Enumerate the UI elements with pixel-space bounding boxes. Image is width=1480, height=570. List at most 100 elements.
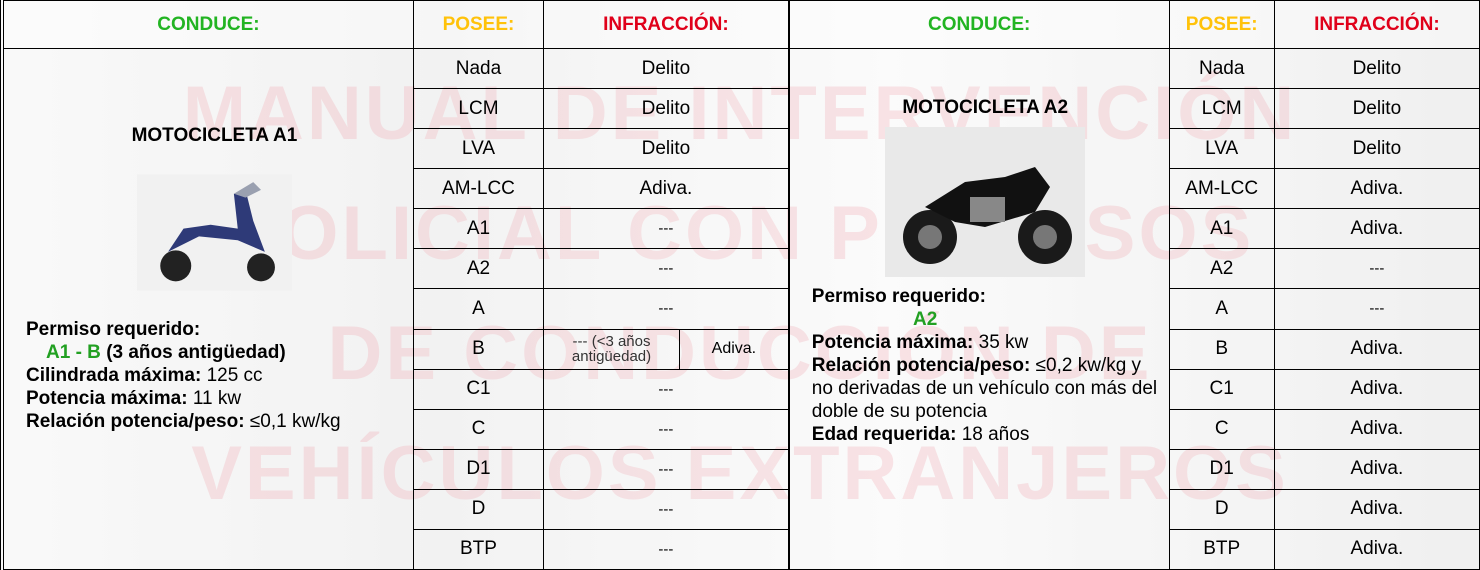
posee-cell: D	[412, 488, 545, 530]
header-conduce: CONDUCE:	[1, 0, 414, 50]
infraccion-cell: Adiva.	[1273, 448, 1480, 490]
infraccion-value: --- (<3 años antigüedad)	[544, 329, 681, 369]
infraccion-cell: Adiva.	[1273, 528, 1480, 570]
spec: Potencia máxima: 35 kw	[812, 331, 1159, 354]
infraccion-cell: Adiva.	[1273, 408, 1480, 450]
vehicle-image	[885, 127, 1086, 278]
vehicle-image	[136, 174, 292, 291]
posee-cell: C1	[1168, 368, 1275, 410]
posee-cell: A1	[1168, 208, 1275, 250]
infraccion-cell: ---	[543, 208, 790, 250]
spec-label: Relación potencia/peso:	[811, 355, 1031, 377]
spec-label: Cilindrada máxima:	[26, 365, 202, 387]
infraccion-cell: Adiva.	[1273, 368, 1480, 410]
permiso-value: A2	[913, 309, 938, 331]
infraccion-cell: ---	[543, 488, 790, 530]
permiso-line: A2	[812, 308, 1159, 331]
posee-cell: Nada	[412, 48, 545, 90]
posee-cell: BTP	[1168, 528, 1275, 570]
posee-cell: LVA	[1168, 128, 1275, 170]
posee-cell: LVA	[412, 128, 545, 170]
header-infraccion: INFRACCIÓN:	[1273, 0, 1480, 50]
permiso-label: Permiso requerido:	[26, 319, 201, 341]
spec-label: Potencia máxima:	[26, 388, 188, 410]
vehicle-cell: MOTOCICLETA A2 Permiso requerido: A2 Potenc…	[788, 48, 1170, 570]
header-conduce: CONDUCE:	[788, 0, 1170, 50]
body-row: LCM Delito LCM Delito	[2, 88, 1480, 130]
spec: Cilindrada máxima: 125 cc	[26, 364, 403, 387]
spec-value: 11 kw	[192, 388, 242, 410]
infraccion-cell: Delito	[543, 128, 790, 170]
infraccion-cell: Delito	[543, 88, 790, 130]
infraccion-cell: --- (<3 años antigüedad) Adiva.	[543, 328, 790, 370]
posee-cell: C	[412, 408, 545, 450]
header-row: CONDUCE: POSEE: INFRACCIÓN: CONDUCE: POSEE: I…	[1, 0, 1480, 50]
infraccion-cell: ---	[1273, 248, 1480, 290]
infraccion-cell: ---	[543, 248, 790, 290]
body-row: LVA Delito LVA Delito	[2, 128, 1480, 170]
spec-value: ≤0,1 kw/kg	[249, 411, 341, 433]
spec-label: Edad requerida:	[811, 424, 957, 446]
spec: Relación potencia/peso: ≤0,2 kw/kg y no …	[812, 354, 1159, 423]
infraccion-cell: Adiva.	[1273, 328, 1480, 370]
posee-cell: A1	[412, 208, 545, 250]
spec: Edad requerida: 18 años	[812, 423, 1159, 446]
posee-cell: LCM	[1168, 88, 1275, 130]
header-infraccion: INFRACCIÓN:	[543, 0, 790, 50]
body-row: B --- (<3 años antigüedad) Adiva. B Adiva.	[2, 328, 1480, 370]
body-row: D1 --- D1 Adiva.	[2, 448, 1480, 490]
spec: Potencia máxima: 11 kw	[26, 387, 403, 410]
permiso-line: A1 - B (3 años antigüedad)	[26, 341, 403, 364]
posee-cell: Nada	[1168, 48, 1275, 90]
infraccion-cell: Adiva.	[543, 168, 790, 210]
body-row: A2 --- A2 ---	[2, 248, 1480, 290]
posee-cell: C1	[412, 368, 545, 410]
posee-cell: A	[412, 288, 545, 330]
header-posee: POSEE:	[412, 0, 545, 50]
body-row: BTP --- BTP Adiva.	[2, 528, 1480, 570]
infraccion-cell: ---	[543, 288, 790, 330]
infraccion-cell: ---	[543, 528, 790, 570]
infraccion-split: --- (<3 años antigüedad) Adiva.	[544, 329, 788, 369]
vehicle-title: MOTOCICLETA A2	[902, 97, 1069, 119]
infraccion-cell: Adiva.	[1273, 168, 1480, 210]
infraccion-cell: Delito	[1273, 88, 1480, 130]
vehicle-title: MOTOCICLETA A1	[131, 125, 298, 147]
posee-cell: BTP	[412, 528, 545, 570]
body-row: C1 --- C1 Adiva.	[2, 368, 1480, 410]
posee-cell: D1	[412, 448, 545, 490]
infraccion-cell: Delito	[543, 48, 790, 90]
infraccion-cell: Adiva.	[1273, 208, 1480, 250]
body-row: MOTOCICLETA A1 Permiso requerido: A1 - B (…	[1, 48, 1480, 570]
posee-cell: AM-LCC	[1168, 168, 1275, 210]
posee-cell: A2	[1168, 248, 1275, 290]
infraccion-cell: ---	[1273, 288, 1480, 330]
posee-cell: D1	[1168, 448, 1275, 490]
infraccion-cell: Adiva.	[1273, 488, 1480, 530]
posee-cell: B	[412, 328, 545, 370]
spec-label: Potencia máxima:	[811, 332, 974, 354]
spec: Relación potencia/peso: ≤0,1 kw/kg	[26, 410, 403, 433]
infraccion-cell: ---	[543, 448, 790, 490]
posee-cell: A2	[412, 248, 545, 290]
posee-cell: C	[1168, 408, 1275, 450]
posee-cell: D	[1168, 488, 1275, 530]
posee-cell: LCM	[412, 88, 545, 130]
spec-value: ≤0,2 kw/kg y no derivadas de un vehículo…	[811, 355, 1158, 423]
posee-cell: AM-LCC	[412, 168, 545, 210]
permiso-note: (3 años antigüedad)	[106, 342, 286, 364]
body-row: C --- C Adiva.	[2, 408, 1480, 450]
infraccion-value: Adiva.	[711, 340, 757, 358]
infraccion-cell: Delito	[1273, 128, 1480, 170]
infraccion-cell: ---	[543, 408, 790, 450]
permiso-value: A1 - B	[46, 342, 101, 364]
posee-cell: A	[1168, 288, 1275, 330]
header-posee: POSEE:	[1168, 0, 1275, 50]
body-row: A --- A ---	[2, 288, 1480, 330]
infraccion-cell: ---	[543, 368, 790, 410]
spec-label: Relación potencia/peso:	[26, 411, 245, 433]
permiso-label: Permiso requerido:	[811, 286, 986, 308]
